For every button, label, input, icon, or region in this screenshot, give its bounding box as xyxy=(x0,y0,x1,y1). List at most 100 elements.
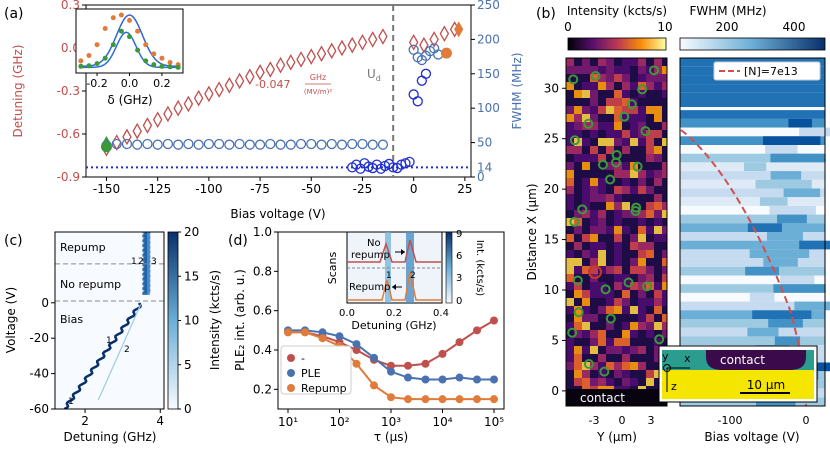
bl-pixel-35-10 xyxy=(646,338,654,346)
bl-pixel-14-9 xyxy=(638,170,646,178)
bl-pixel-36-1 xyxy=(574,346,582,354)
a-fwhm-point-1 xyxy=(111,138,122,150)
d-point-1-7 xyxy=(403,373,412,382)
a-inset-point-orange-3 xyxy=(102,26,108,31)
a-fwhm-point-5 xyxy=(152,139,163,150)
bl-pixel-28-9 xyxy=(638,282,646,290)
bl-pixel-9-2 xyxy=(582,130,590,138)
bl-pixel-34-1 xyxy=(574,330,582,338)
bl-pixel-23-0 xyxy=(566,242,574,250)
bl-pixel-6-9 xyxy=(638,106,646,114)
bl-emitter-19 xyxy=(590,71,601,82)
bl-pixel-13-12 xyxy=(662,162,667,170)
c-line2-seg-23 xyxy=(147,255,151,259)
c-line2-seg-7 xyxy=(147,280,151,284)
bl-pixel-34-5 xyxy=(606,330,614,338)
bl-pixel-29-3 xyxy=(590,290,598,298)
bl-pixel-27-12 xyxy=(662,274,667,282)
bl-pixel-40-2 xyxy=(582,378,590,386)
bl-pixel-10-8 xyxy=(630,138,638,146)
b-ytick-label-4: 20 xyxy=(544,182,559,196)
bl-pixel-31-10 xyxy=(646,306,654,314)
a-detuning-point-10 xyxy=(204,85,214,103)
bl-pixel-25-7 xyxy=(622,258,630,266)
bl-pixel-32-6 xyxy=(614,314,622,322)
bl-pixel-14-4 xyxy=(598,170,606,178)
br-row-dark-31 xyxy=(747,327,779,337)
bl-pixel-13-4 xyxy=(598,162,606,170)
bl-pixel-27-4 xyxy=(598,274,606,282)
bl-pixel-24-8 xyxy=(630,250,638,258)
d-point-1-2 xyxy=(318,328,327,337)
c-cbar-tick-label-3: 15 xyxy=(184,269,199,283)
bl-emitter-5 xyxy=(567,327,578,338)
bl-pixel-6-1 xyxy=(574,106,582,114)
panel-c-colorbar-label: Intensity (kcts/s) xyxy=(208,270,222,370)
br-row-dark-26 xyxy=(773,284,826,293)
c-line2-seg-14 xyxy=(147,269,151,273)
bl-pixel-25-0 xyxy=(566,258,574,266)
bl-pixel-2-7 xyxy=(622,74,630,82)
bl-pixel-2-2 xyxy=(582,74,590,82)
bl-pixel-2-6 xyxy=(614,74,622,82)
bl-pixel-35-12 xyxy=(662,338,667,346)
a-detuning-point-20 xyxy=(306,48,317,65)
a-yright-label-14: 14 xyxy=(477,160,492,174)
bl-pixel-22-10 xyxy=(646,234,654,242)
a-inset-xtick-label-2: 0.2 xyxy=(153,77,171,90)
bl-pixel-40-3 xyxy=(590,378,598,386)
panel-d-inset-y2tick-0: 0 xyxy=(456,296,462,307)
bl-pixel-23-12 xyxy=(662,242,667,250)
bl-pixel-6-0 xyxy=(566,106,574,114)
bl-pixel-38-5 xyxy=(606,362,614,370)
bl-pixel-8-0 xyxy=(566,122,574,130)
br-row-dark-8 xyxy=(799,127,830,137)
bl-pixel-21-5 xyxy=(606,226,614,234)
a-fwhm-dark-point-17 xyxy=(416,75,428,86)
bl-pixel-7-5 xyxy=(606,114,614,122)
bl-pixel-24-4 xyxy=(598,250,606,258)
c-line2-seg-19 xyxy=(147,261,151,265)
bl-pixel-18-12 xyxy=(662,202,667,210)
a-detuning-point-4 xyxy=(142,117,153,134)
bl-pixel-16-11 xyxy=(654,186,662,194)
panel-b-left-xtick-m3: -3 xyxy=(589,414,600,427)
bl-pixel-10-0 xyxy=(566,138,574,146)
bl-pixel-34-7 xyxy=(622,330,630,338)
c-line2-seg-18 xyxy=(147,263,151,267)
c-line2-seg-26 xyxy=(147,250,151,254)
c-cbar-tick-label-1: 5 xyxy=(184,358,192,372)
c-xtick-label-0: 2 xyxy=(81,414,89,428)
c-line2-seg-13 xyxy=(147,271,151,275)
bl-emitter-8 xyxy=(569,135,580,146)
bl-pixel-10-4 xyxy=(598,138,606,146)
br-row-dark-19 xyxy=(747,223,782,232)
a-yleft-label-2: -0.3 xyxy=(57,84,80,98)
bl-pixel-12-1 xyxy=(574,154,582,162)
bl-pixel-18-8 xyxy=(630,202,638,210)
panel-a-ylabel-left: Detuning (GHz) xyxy=(11,45,25,138)
bl-pixel-12-9 xyxy=(638,154,646,162)
bl-pixel-26-0 xyxy=(566,266,574,274)
panel-d-xlabel: τ (μs) xyxy=(374,430,408,444)
c-line2-seg-22 xyxy=(147,256,151,260)
bl-pixel-11-10 xyxy=(646,146,654,154)
bl-pixel-23-3 xyxy=(590,242,598,250)
br-row-17 xyxy=(680,205,825,215)
br-row-dark-17 xyxy=(769,205,816,215)
panel-d-inset-arrowhead-2 xyxy=(392,284,396,290)
bl-pixel-10-12 xyxy=(662,138,667,146)
a-detuning-point-11 xyxy=(214,81,224,98)
bl-pixel-26-3 xyxy=(590,266,598,274)
bl-pixel-32-2 xyxy=(582,314,590,322)
a-detuning-point-8 xyxy=(183,95,194,113)
bl-pixel-5-2 xyxy=(582,98,590,106)
bl-pixel-38-9 xyxy=(638,362,646,370)
bl-pixel-35-2 xyxy=(582,338,590,346)
bl-pixel-21-7 xyxy=(622,226,630,234)
bl-pixel-4-6 xyxy=(614,90,622,98)
bl-pixel-26-6 xyxy=(614,266,622,274)
c-line2-seg-32 xyxy=(147,240,151,244)
panel-c-region-no-repump: No repump xyxy=(60,278,121,291)
bl-pixel-30-9 xyxy=(638,298,646,306)
